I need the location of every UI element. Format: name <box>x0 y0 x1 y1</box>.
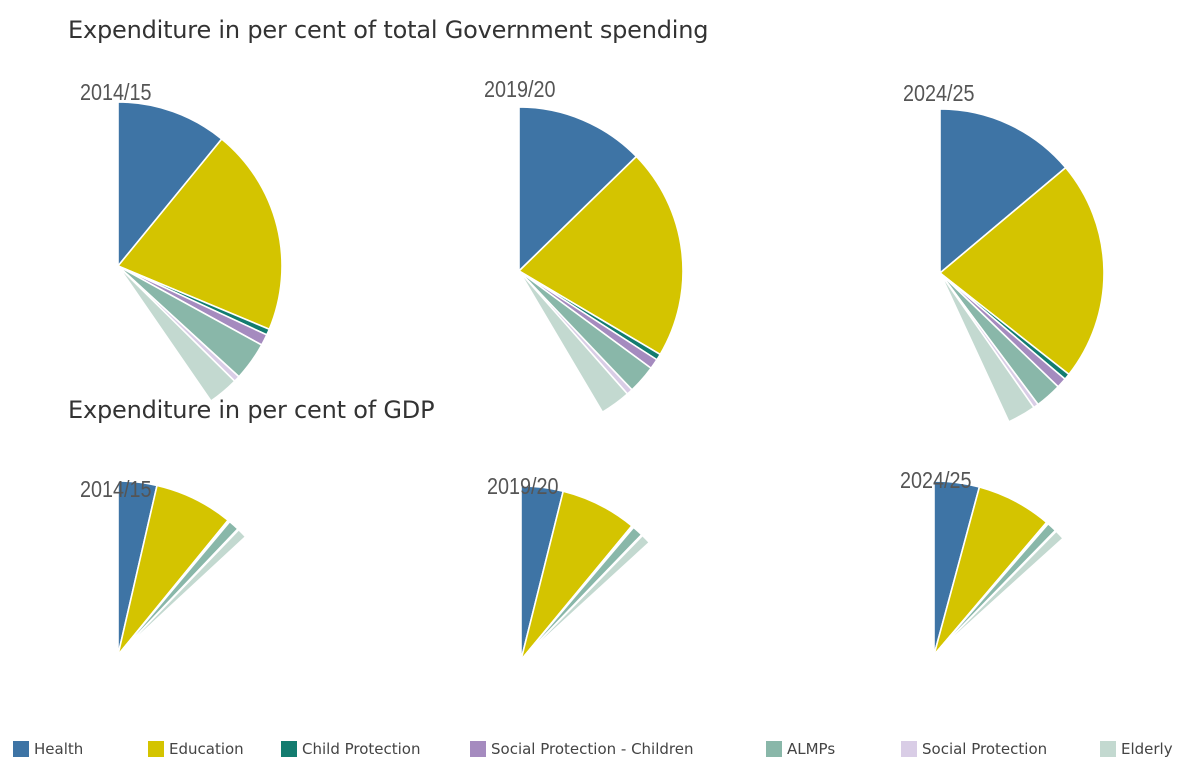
pie-year-label: 2024/25 <box>903 81 975 107</box>
legend-swatch <box>13 741 29 757</box>
slice-education <box>518 155 684 356</box>
pie-year-label: 2024/25 <box>900 468 972 494</box>
slice-elderly <box>117 528 247 656</box>
slice-elderly <box>520 534 651 661</box>
legend-swatch <box>901 741 917 757</box>
legend-item-social-protection-children: Social Protection - Children <box>470 739 694 759</box>
slice-education <box>939 166 1105 376</box>
pie-gdp-2019-20: 2019/20 <box>487 474 651 661</box>
slice-health <box>518 106 638 272</box>
slice-education <box>117 138 283 331</box>
slice-health <box>939 108 1067 274</box>
slice-elderly <box>518 270 629 413</box>
legend-item-education: Education <box>148 739 244 759</box>
legend-label: Elderly <box>1121 740 1173 758</box>
legend-item-child-protection: Child Protection <box>281 739 421 759</box>
legend-label: Social Protection <box>922 740 1048 758</box>
legend-item-elderly: Elderly <box>1100 739 1173 759</box>
slice-health <box>117 101 223 267</box>
slice-elderly <box>939 272 1035 423</box>
legend-item-almps: ALMPs <box>766 739 835 759</box>
pie-year-label: 2019/20 <box>484 77 556 103</box>
legend-label: Child Protection <box>302 740 421 758</box>
pie-gdp-2024-25: 2024/25 <box>900 468 1064 656</box>
pie-government-2024-25: 2024/25 <box>903 81 1105 423</box>
pie-year-label: 2014/15 <box>80 80 152 106</box>
legend-label: Health <box>34 740 84 758</box>
legend-swatch <box>470 741 486 757</box>
pie-government-2014-15: 2014/15 <box>80 80 283 402</box>
section-title-gdp: Expenditure in per cent of GDP <box>68 396 435 424</box>
pie-gdp-2014-15: 2014/15 <box>80 477 247 656</box>
pie-year-label: 2019/20 <box>487 474 559 500</box>
pie-year-label: 2014/15 <box>80 477 152 503</box>
legend-label: ALMPs <box>787 740 836 758</box>
section-title-government-spending: Expenditure in per cent of total Governm… <box>68 16 709 44</box>
legend-label: Social Protection - Children <box>491 740 694 758</box>
legend-item-health: Health <box>13 739 83 759</box>
legend-label: Education <box>169 740 244 758</box>
legend-swatch <box>148 741 164 757</box>
pie-government-2019-20: 2019/20 <box>484 77 684 413</box>
legend-swatch <box>766 741 782 757</box>
slice-elderly <box>933 530 1064 656</box>
legend-swatch <box>281 741 297 757</box>
legend-swatch <box>1100 741 1116 757</box>
legend-item-social-protection: Social Protection <box>901 739 1047 759</box>
slice-elderly <box>117 265 236 402</box>
